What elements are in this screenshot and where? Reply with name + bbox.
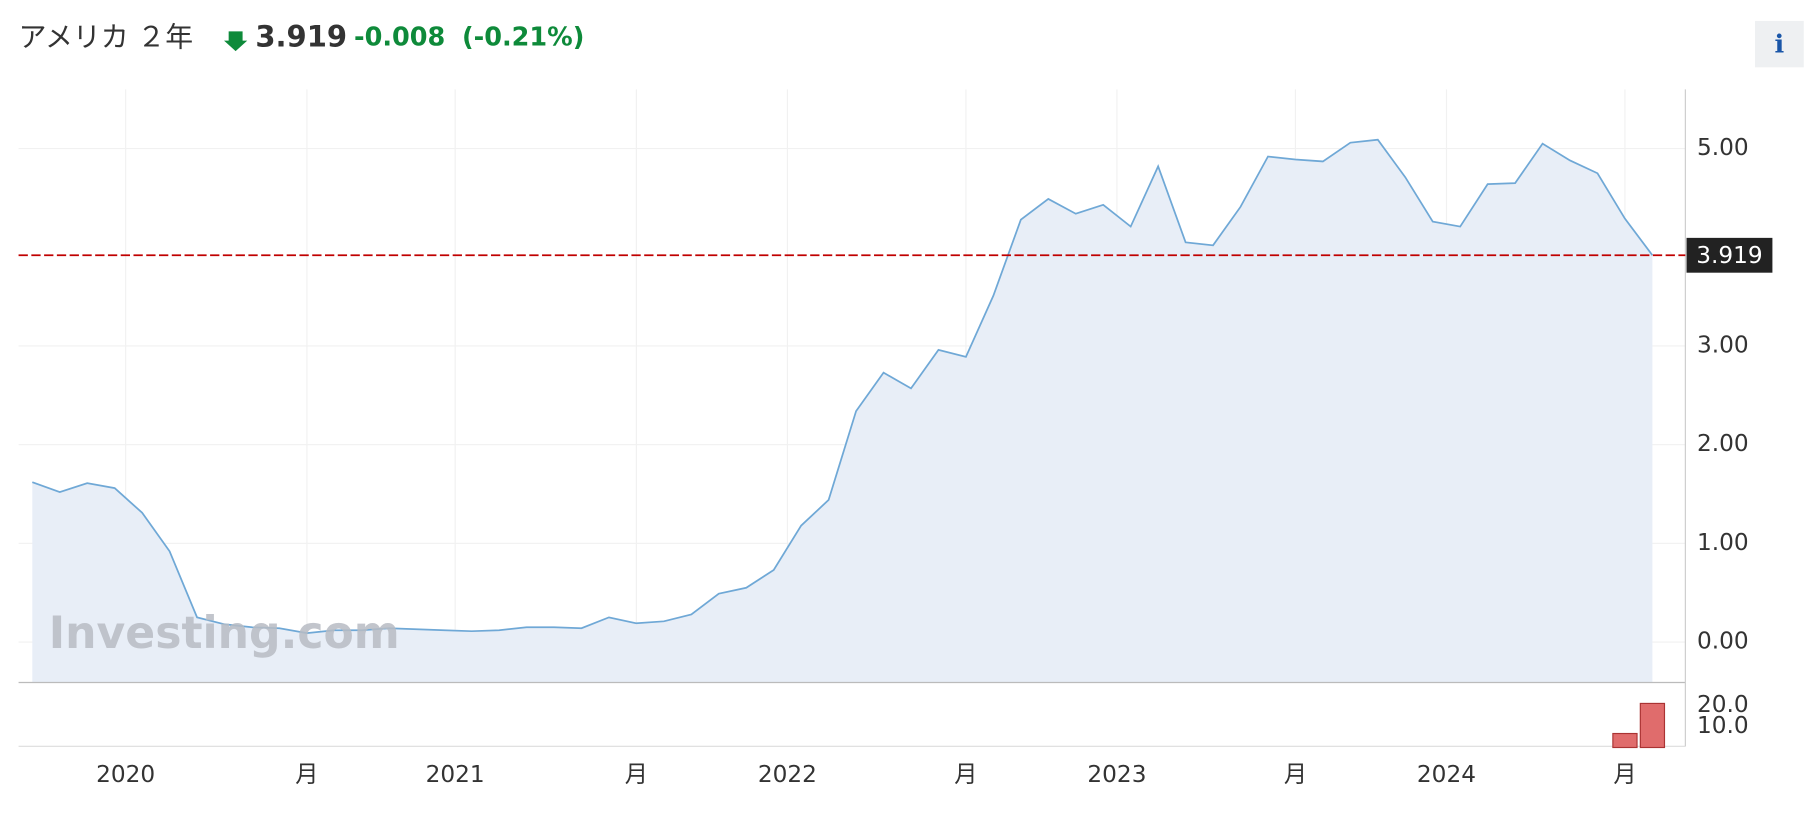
y-tick-label: 3.00	[1697, 331, 1749, 358]
y-tick-label: 2.00	[1697, 430, 1749, 457]
x-tick-label: 月	[1613, 761, 1636, 788]
x-tick-label: 2020	[96, 761, 155, 788]
watermark: Investing.com	[49, 608, 400, 659]
change-pct: (-0.21%)	[462, 22, 584, 52]
instrument-title: アメリカ ２年	[19, 20, 194, 53]
volume-tick-label: 10.0	[1697, 712, 1749, 739]
y-tick-label: 0.00	[1697, 628, 1749, 655]
reference-label: 3.919	[1696, 242, 1762, 269]
x-tick-label: 2022	[758, 761, 817, 788]
reference-label-bg	[1686, 237, 1773, 273]
x-tick-label: 2021	[426, 761, 485, 788]
volume-bar	[1612, 732, 1638, 749]
down-arrow	[224, 31, 248, 52]
change: -0.008	[354, 22, 445, 52]
x-tick-label: 2024	[1417, 761, 1476, 788]
info-button[interactable]	[1755, 20, 1804, 68]
volume-bar	[1639, 702, 1666, 749]
volume-tick-label: 20.0	[1697, 691, 1749, 718]
y-tick-label: 5.00	[1697, 134, 1749, 161]
info-icon[interactable]: i	[1775, 29, 1785, 59]
area	[32, 139, 1653, 683]
line	[32, 138, 1654, 635]
price: 3.919	[255, 19, 347, 53]
y-tick-label: 1.00	[1697, 529, 1749, 556]
x-tick-label: 2023	[1087, 761, 1146, 788]
x-tick-label: 月	[954, 761, 977, 788]
x-tick-label: 月	[1284, 761, 1307, 788]
x-tick-label: 月	[625, 761, 648, 788]
x-tick-label: 月	[295, 761, 318, 788]
